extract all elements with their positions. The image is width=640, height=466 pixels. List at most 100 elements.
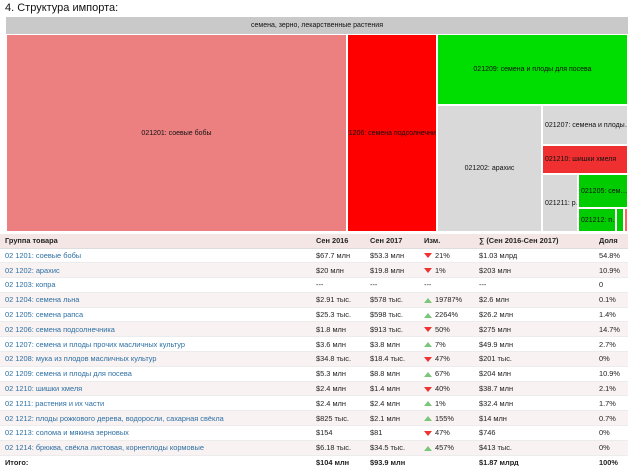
group-link[interactable]: 02 1212: плоды рожкового дерева, водорос… (5, 413, 224, 423)
group-cell: 02 1213: солома и мякина зерновых (0, 425, 311, 441)
change-value: 50% (435, 324, 450, 334)
group-link[interactable]: 02 1209: семена и плоды для посева (5, 369, 132, 379)
sep2016-cell: $2.91 тыс. (311, 292, 365, 308)
group-link[interactable]: 02 1203: копра (5, 280, 56, 290)
sep2016-cell: $20 млн (311, 262, 365, 279)
sep2017-cell: --- (365, 277, 419, 293)
group-link[interactable]: 02 1206: семена подсолнечника (5, 324, 115, 334)
col-header-sum[interactable]: ∑ (Сен 2016-Сен 2017) (474, 234, 594, 249)
change-cell: 19787% (419, 292, 474, 308)
total-row: Итого: $104 млн $93.9 млн $1.87 млрд 100% (0, 455, 628, 466)
arrow-down-icon (424, 268, 432, 274)
treemap-cell-small1[interactable] (616, 208, 624, 232)
arrow-up-icon (424, 297, 432, 303)
sep2017-cell: $34.5 тыс. (365, 440, 419, 456)
arrow-up-icon (424, 416, 432, 422)
change-value: 67% (435, 369, 450, 379)
col-header-share[interactable]: Доля (594, 234, 628, 249)
change-cell: 67% (419, 366, 474, 382)
page-heading: 4. Структура импорта: (5, 2, 119, 14)
treemap-cell-small2[interactable] (624, 208, 628, 232)
share-cell: 2.7% (594, 336, 628, 353)
sum-cell: $203 млн (474, 262, 594, 279)
col-header-group[interactable]: Группа товара (0, 234, 311, 249)
sep2017-cell: $913 тыс. (365, 321, 419, 338)
table-row: 02 1209: семена и плоды для посева $5.3 м… (0, 366, 628, 382)
group-cell: 02 1214: брюква, свёкла листовая, корнеп… (0, 440, 311, 456)
sep2016-cell: $67.7 млн (311, 248, 365, 264)
group-link[interactable]: 02 1213: солома и мякина зерновых (5, 428, 129, 438)
share-cell: 0% (594, 351, 628, 367)
change-cell: 47% (419, 351, 474, 367)
share-cell: 0 (594, 277, 628, 293)
sep2016-cell: $25.3 тыс. (311, 307, 365, 323)
sep2017-cell: $81 (365, 425, 419, 441)
change-value: 457% (435, 443, 454, 453)
sep2017-cell: $2.4 млн (365, 395, 419, 412)
table-row: 02 1210: шишки хмеля $2.4 млн $1.4 млн 40% $… (0, 381, 628, 397)
change-cell: 50% (419, 321, 474, 338)
treemap-cell-hops[interactable]: 021210: шишки хмеля (542, 145, 628, 174)
sum-cell: $26.2 млн (474, 307, 594, 323)
group-cell: 02 1201: соевые бобы (0, 248, 311, 264)
treemap-cell-sowing[interactable]: 021209: семена и плоды для посева (437, 34, 628, 105)
table-row: 02 1201: соевые бобы $67.7 млн $53.3 млн 21… (0, 248, 628, 264)
group-cell: 02 1203: копра (0, 277, 311, 293)
sep2017-cell: $598 тыс. (365, 307, 419, 323)
treemap-cell-rapeseed[interactable]: 021205: сем… (578, 174, 628, 208)
col-header-change[interactable]: Изм. (419, 234, 474, 249)
change-value: 1% (435, 265, 446, 275)
sum-cell: $201 тыс. (474, 351, 594, 367)
table-row: 02 1204: семена льна $2.91 тыс. $578 тыс. 1… (0, 292, 628, 308)
treemap-cell-soy[interactable]: 021201: соевые бобы (6, 34, 347, 232)
group-cell: 02 1205: семена рапса (0, 307, 311, 323)
group-link[interactable]: 02 1207: семена и плоды прочих масличных… (5, 339, 186, 349)
total-sep2016: $104 млн (311, 455, 365, 466)
group-link[interactable]: 02 1204: семена льна (5, 295, 80, 305)
arrow-up-icon (424, 312, 432, 318)
arrow-down-icon (424, 253, 432, 259)
group-link[interactable]: 02 1208: мука из плодов масличных культу… (5, 354, 157, 364)
change-cell: 47% (419, 425, 474, 441)
import-table: Группа товара Сен 2016 Сен 2017 Изм. ∑ (… (0, 234, 628, 466)
col-header-sep2016[interactable]: Сен 2016 (311, 234, 365, 249)
sep2016-cell: $3.6 млн (311, 336, 365, 353)
share-cell: 1.4% (594, 307, 628, 323)
treemap-cell-oilseed[interactable]: 021207: семена и плоды… (542, 105, 628, 145)
change-value: 2264% (435, 310, 459, 320)
treemap-cell-peanut[interactable]: 021202: арахис (437, 105, 542, 232)
treemap-cell-carob[interactable]: 021212: п… (578, 208, 616, 232)
group-link[interactable]: 02 1202: арахис (5, 265, 60, 275)
group-link[interactable]: 02 1214: брюква, свёкла листовая, корнеп… (5, 443, 204, 453)
change-cell: --- (419, 277, 474, 293)
group-link[interactable]: 02 1211: растения и их части (5, 398, 105, 408)
change-value: --- (424, 280, 432, 290)
change-value: 19787% (435, 295, 463, 305)
treemap-cell-plants[interactable]: 021211: р… (542, 174, 578, 232)
arrow-down-icon (424, 386, 432, 392)
arrow-up-icon (424, 401, 432, 407)
table-header-row: Группа товара Сен 2016 Сен 2017 Изм. ∑ (… (0, 234, 628, 249)
share-cell: 54.8% (594, 248, 628, 264)
group-link[interactable]: 02 1205: семена рапса (5, 310, 84, 320)
share-cell: 14.7% (594, 321, 628, 338)
table-row: 02 1203: копра --- --- --- --- 0 (0, 277, 628, 293)
group-cell: 02 1211: растения и их части (0, 395, 311, 412)
sum-cell: $1.03 млрд (474, 248, 594, 264)
change-value: 155% (435, 413, 454, 423)
group-link[interactable]: 02 1201: соевые бобы (5, 250, 82, 260)
sum-cell: $413 тыс. (474, 440, 594, 456)
sep2016-cell: $154 (311, 425, 365, 441)
table-row: 02 1206: семена подсолнечника $1.8 млн $91… (0, 321, 628, 338)
sep2016-cell: --- (311, 277, 365, 293)
group-link[interactable]: 02 1210: шишки хмеля (5, 384, 83, 394)
share-cell: 2.1% (594, 381, 628, 397)
change-cell: 1% (419, 262, 474, 279)
sum-cell: $38.7 млн (474, 381, 594, 397)
sum-cell: --- (474, 277, 594, 293)
change-value: 1% (435, 398, 446, 408)
col-header-sep2017[interactable]: Сен 2017 (365, 234, 419, 249)
sep2016-cell: $34.8 тыс. (311, 351, 365, 367)
sep2017-cell: $53.3 млн (365, 248, 419, 264)
